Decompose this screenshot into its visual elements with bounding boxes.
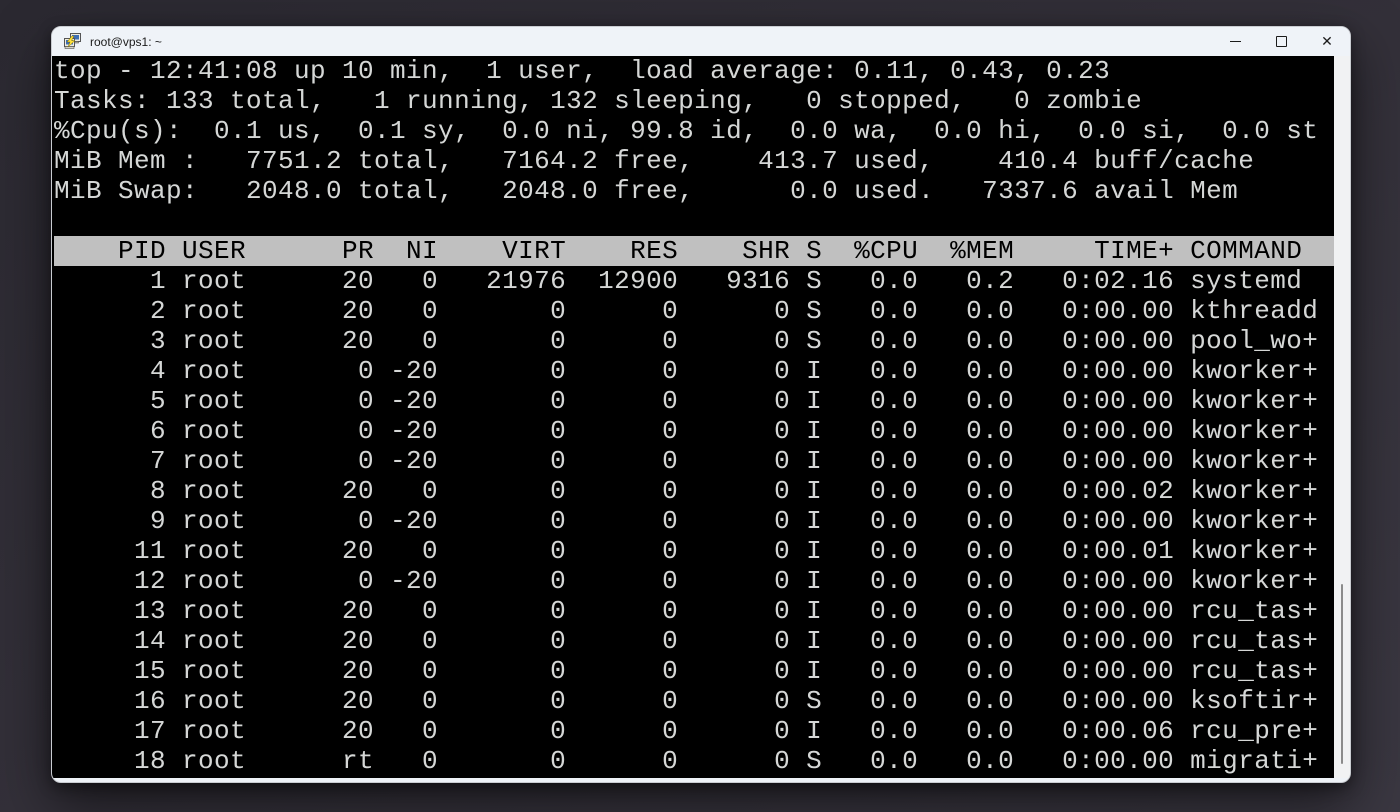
terminal-scrollbar[interactable] xyxy=(1334,56,1350,778)
process-table-header: PID USER PR NI VIRT RES SHR S %CPU %MEM … xyxy=(54,236,1334,266)
blank-line xyxy=(54,206,1334,236)
top-summary-line: MiB Swap: 2048.0 total, 2048.0 free, 0.0… xyxy=(54,176,1239,206)
process-row: 3 root 20 0 0 0 0 S 0.0 0.0 0:00.00 pool… xyxy=(54,326,1319,356)
process-row: 14 root 20 0 0 0 0 I 0.0 0.0 0:00.00 rcu… xyxy=(54,626,1319,656)
process-row: 12 root 0 -20 0 0 0 I 0.0 0.0 0:00.00 kw… xyxy=(54,566,1319,596)
process-row: 4 root 0 -20 0 0 0 I 0.0 0.0 0:00.00 kwo… xyxy=(54,356,1319,386)
process-row: 9 root 0 -20 0 0 0 I 0.0 0.0 0:00.00 kwo… xyxy=(54,506,1319,536)
process-row: 17 root 20 0 0 0 0 I 0.0 0.0 0:00.06 rcu… xyxy=(54,716,1319,746)
top-summary-line: MiB Mem : 7751.2 total, 7164.2 free, 413… xyxy=(54,146,1255,176)
process-row: 2 root 20 0 0 0 0 S 0.0 0.0 0:00.00 kthr… xyxy=(54,296,1319,326)
process-row: 1 root 20 0 21976 12900 9316 S 0.0 0.2 0… xyxy=(54,266,1303,296)
terminal-window: root@vps1: ~ ✕ top - 12:41:08 up 10 min,… xyxy=(51,26,1351,783)
process-row: 11 root 20 0 0 0 0 I 0.0 0.0 0:00.01 kwo… xyxy=(54,536,1319,566)
process-row: 7 root 0 -20 0 0 0 I 0.0 0.0 0:00.00 kwo… xyxy=(54,446,1319,476)
minimize-button[interactable] xyxy=(1212,27,1258,56)
maximize-button[interactable] xyxy=(1258,27,1304,56)
process-row: 15 root 20 0 0 0 0 I 0.0 0.0 0:00.00 rcu… xyxy=(54,656,1319,686)
window-titlebar[interactable]: root@vps1: ~ ✕ xyxy=(52,27,1350,56)
putty-app-icon xyxy=(63,33,82,50)
terminal-output: top - 12:41:08 up 10 min, 1 user, load a… xyxy=(52,56,1334,776)
top-summary-line: %Cpu(s): 0.1 us, 0.1 sy, 0.0 ni, 99.8 id… xyxy=(54,116,1319,146)
close-button[interactable]: ✕ xyxy=(1304,27,1350,56)
scrollbar-thumb[interactable] xyxy=(1341,584,1343,764)
window-title: root@vps1: ~ xyxy=(90,34,162,49)
process-row: 8 root 20 0 0 0 0 I 0.0 0.0 0:00.02 kwor… xyxy=(54,476,1319,506)
terminal-screen[interactable]: top - 12:41:08 up 10 min, 1 user, load a… xyxy=(52,56,1334,778)
process-row: 13 root 20 0 0 0 0 I 0.0 0.0 0:00.00 rcu… xyxy=(54,596,1319,626)
window-client-area: top - 12:41:08 up 10 min, 1 user, load a… xyxy=(52,56,1350,778)
process-row: 16 root 20 0 0 0 0 S 0.0 0.0 0:00.00 kso… xyxy=(54,686,1319,716)
maximize-icon xyxy=(1275,36,1287,47)
minimize-icon xyxy=(1229,41,1241,42)
process-row: 6 root 0 -20 0 0 0 I 0.0 0.0 0:00.00 kwo… xyxy=(54,416,1319,446)
close-icon: ✕ xyxy=(1321,33,1333,50)
top-summary-line: Tasks: 133 total, 1 running, 132 sleepin… xyxy=(54,86,1143,116)
top-summary-line: top - 12:41:08 up 10 min, 1 user, load a… xyxy=(54,56,1111,86)
process-row: 18 root rt 0 0 0 0 S 0.0 0.0 0:00.00 mig… xyxy=(54,746,1319,776)
process-row: 5 root 0 -20 0 0 0 I 0.0 0.0 0:00.00 kwo… xyxy=(54,386,1319,416)
